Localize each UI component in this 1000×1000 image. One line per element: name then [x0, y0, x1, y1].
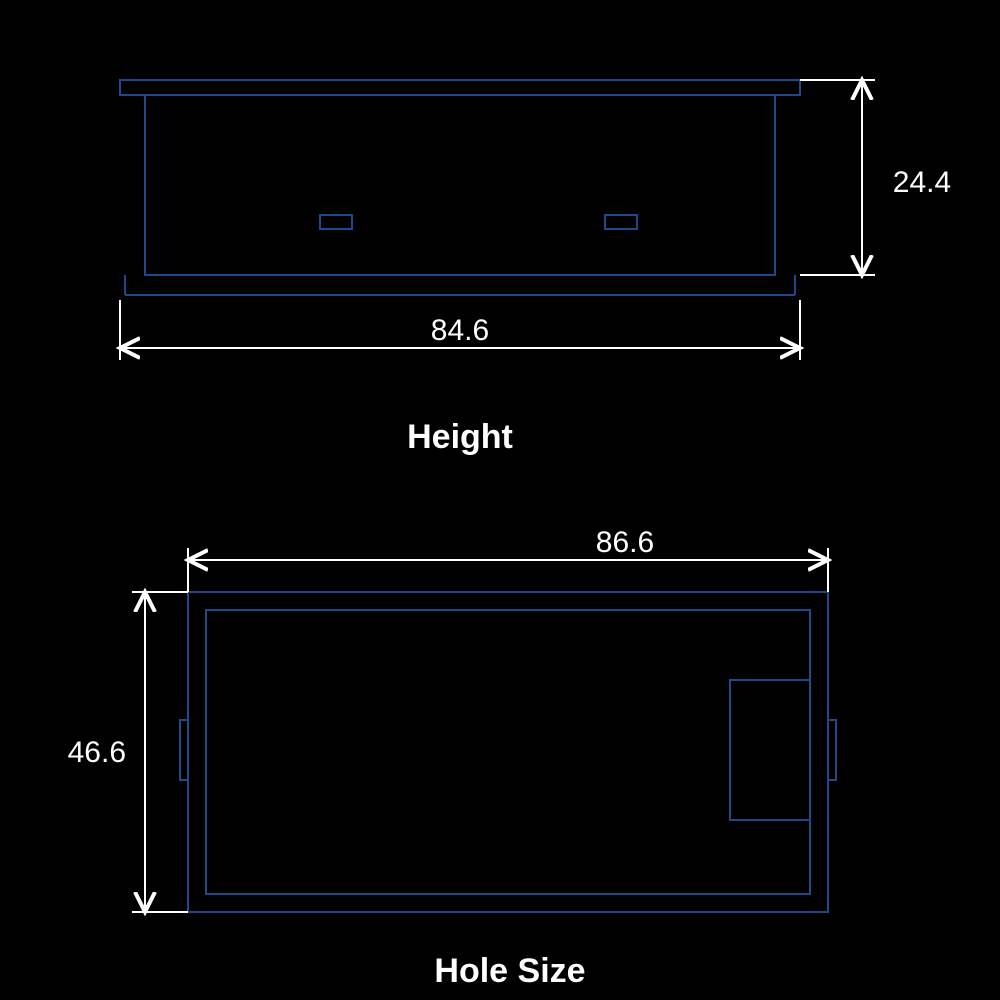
dim-width-84-6: 84.6	[120, 300, 800, 360]
dim-width-86-6: 86.6	[188, 526, 828, 592]
bottom-view: 86.6 46.6	[68, 526, 836, 912]
top-view: 24.4 84.6	[120, 80, 951, 360]
notch-1	[320, 215, 352, 229]
label-height: Height	[407, 418, 513, 456]
dim-value-24-4: 24.4	[893, 166, 951, 199]
hole-outer	[188, 592, 828, 912]
dim-value-46-6: 46.6	[68, 736, 126, 769]
top-body	[145, 95, 775, 275]
side-tab-right	[828, 720, 836, 780]
label-hole-size: Hole Size	[434, 952, 585, 990]
notch-2	[605, 215, 637, 229]
side-tab-left	[180, 720, 188, 780]
connector-block	[730, 680, 810, 820]
dim-height-46-6: 46.6	[68, 592, 188, 912]
top-flange	[120, 80, 800, 95]
dimension-diagram: 24.4 84.6 Height 86.6	[0, 0, 1000, 1000]
dim-value-86-6: 86.6	[596, 526, 654, 559]
dim-value-84-6: 84.6	[431, 314, 489, 347]
hole-inner	[206, 610, 810, 894]
dim-height-24-4: 24.4	[800, 80, 951, 275]
